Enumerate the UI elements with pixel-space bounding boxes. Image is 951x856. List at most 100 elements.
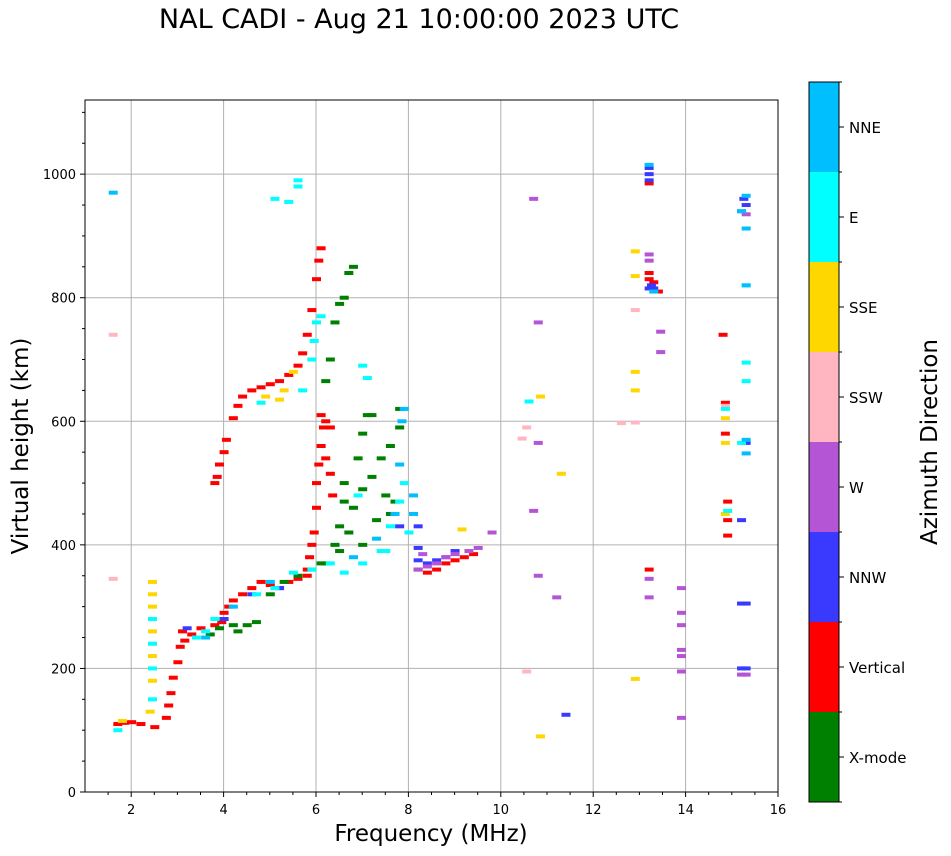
point-e xyxy=(201,629,210,633)
point-vertical xyxy=(247,388,256,392)
point-nnw xyxy=(737,518,746,522)
point-x-mode xyxy=(252,620,261,624)
point-e xyxy=(148,642,157,646)
point-vertical xyxy=(180,639,189,643)
point-w xyxy=(677,670,686,674)
point-sse xyxy=(148,679,157,683)
x-tick-label: 14 xyxy=(677,803,694,818)
point-nne xyxy=(409,493,418,497)
point-x-mode xyxy=(321,379,330,383)
point-vertical xyxy=(312,506,321,510)
point-e xyxy=(210,617,219,621)
y-tick-label: 400 xyxy=(51,539,76,554)
point-ssw xyxy=(522,670,531,674)
x-axis-label: Frequency (MHz) xyxy=(334,821,527,847)
point-sse xyxy=(261,395,270,399)
point-e xyxy=(525,400,534,404)
point-nne xyxy=(409,512,418,516)
point-vertical xyxy=(423,571,432,575)
point-x-mode xyxy=(229,623,238,627)
point-vertical xyxy=(222,438,231,442)
point-x-mode xyxy=(367,475,376,479)
point-x-mode xyxy=(381,493,390,497)
colorbar: X-mode Vertical NNW W SSW SSE E NNE xyxy=(809,82,906,802)
y-tick-label: 800 xyxy=(51,292,76,307)
point-sse xyxy=(148,592,157,596)
point-vertical xyxy=(136,722,145,726)
point-e xyxy=(148,617,157,621)
point-vertical xyxy=(229,416,238,420)
point-ssw xyxy=(109,333,118,337)
point-x-mode xyxy=(340,500,349,504)
point-nnw xyxy=(742,602,751,606)
y-tick-label: 0 xyxy=(68,786,76,801)
point-e xyxy=(148,666,157,670)
point-e xyxy=(113,728,122,732)
point-w xyxy=(432,561,441,565)
point-w xyxy=(645,595,654,599)
point-nnw xyxy=(395,524,404,528)
point-w xyxy=(742,673,751,677)
point-vertical xyxy=(645,271,654,275)
point-vertical xyxy=(317,413,326,417)
point-e xyxy=(252,592,261,596)
point-sse xyxy=(275,398,284,402)
point-x-mode xyxy=(243,623,252,627)
point-sse xyxy=(146,710,155,714)
point-x-mode xyxy=(280,580,289,584)
point-vertical xyxy=(229,598,238,602)
point-nne xyxy=(266,580,275,584)
point-vertical xyxy=(721,432,730,436)
point-x-mode xyxy=(349,265,358,269)
point-nne xyxy=(649,290,658,294)
point-vertical xyxy=(723,534,732,538)
point-vertical xyxy=(213,475,222,479)
y-tick-label: 600 xyxy=(51,415,76,430)
point-e xyxy=(395,500,404,504)
point-vertical xyxy=(298,351,307,355)
point-x-mode xyxy=(266,592,275,596)
point-nne xyxy=(109,191,118,195)
colorbar-label-sse: SSE xyxy=(849,299,878,317)
colorbar-label-vertical: Vertical xyxy=(849,659,905,677)
colorbar-label-w: W xyxy=(849,479,864,497)
point-e xyxy=(307,358,316,362)
point-w xyxy=(474,546,483,550)
point-vertical xyxy=(164,704,173,708)
point-e xyxy=(317,314,326,318)
point-sse xyxy=(631,249,640,253)
point-x-mode xyxy=(354,456,363,460)
point-e xyxy=(742,379,751,383)
point-x-mode xyxy=(335,524,344,528)
grid-lines xyxy=(85,100,778,792)
point-sse xyxy=(721,441,730,445)
colorbar-swatch-ssw xyxy=(809,352,839,442)
point-vertical xyxy=(215,463,224,467)
point-nne xyxy=(349,555,358,559)
point-vertical xyxy=(220,611,229,615)
point-w xyxy=(552,595,561,599)
point-w xyxy=(488,531,497,535)
point-nne xyxy=(742,438,751,442)
point-x-mode xyxy=(344,531,353,535)
point-vertical xyxy=(312,481,321,485)
point-w xyxy=(645,259,654,263)
point-e xyxy=(294,178,303,182)
point-vertical xyxy=(307,308,316,312)
point-vertical xyxy=(169,676,178,680)
point-ssw xyxy=(631,421,640,425)
point-nnw xyxy=(414,524,423,528)
point-x-mode xyxy=(349,506,358,510)
point-w xyxy=(423,564,432,568)
point-nne xyxy=(737,209,746,213)
point-w xyxy=(656,350,665,354)
point-e xyxy=(358,364,367,368)
point-ssw xyxy=(522,425,531,429)
point-vertical xyxy=(317,444,326,448)
point-nnw xyxy=(645,172,654,176)
point-w xyxy=(529,509,538,513)
colorbar-swatch-x-mode xyxy=(809,712,839,802)
point-w xyxy=(464,549,473,553)
point-w xyxy=(645,577,654,581)
point-vertical xyxy=(162,716,171,720)
